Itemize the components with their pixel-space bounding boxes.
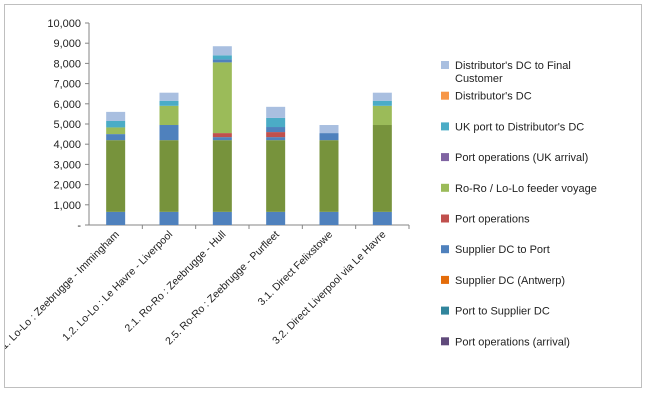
bar-segment — [266, 137, 286, 141]
legend-label: Customer — [455, 73, 503, 85]
legend-swatch — [441, 337, 449, 346]
bar-segment — [159, 211, 179, 225]
stacked-bar-chart: - 1,000 2,000 3,000 4,000 5,000 6,000 7,000 8,00… — [5, 18, 597, 358]
bar-segment — [212, 137, 232, 141]
bar-segment — [106, 111, 126, 121]
legend-swatch — [441, 153, 449, 162]
category-label: 2.1. Ro-Ro : Zeebrugge - Hull — [123, 229, 229, 335]
legend-label: Distributor's DC — [455, 91, 532, 103]
legend-swatch — [441, 214, 449, 223]
y-tick-label: 6,000 — [53, 99, 81, 111]
bar-segment — [372, 211, 392, 225]
bar-segment — [106, 140, 126, 212]
legend-label: Supplier DC (Antwerp) — [455, 275, 565, 287]
legend-swatch — [441, 306, 449, 315]
bar-segment — [212, 46, 232, 56]
legend-label: Supplier DC to Port — [455, 244, 550, 256]
bar-segment — [266, 127, 286, 133]
y-tick-label: 10,000 — [47, 18, 81, 30]
chart-frame: - 1,000 2,000 3,000 4,000 5,000 6,000 7,000 8,00… — [4, 4, 642, 388]
y-tick-label: 5,000 — [53, 119, 81, 131]
legend-label: Port operations (arrival) — [455, 336, 570, 348]
y-tick-label: 7,000 — [53, 79, 81, 91]
legend-label: Ro-Ro / Lo-Lo feeder voyage — [455, 183, 597, 195]
bar-segment — [159, 105, 179, 126]
bar-segment — [212, 62, 232, 134]
legend-swatch — [441, 61, 449, 69]
y-tick-label: - — [77, 220, 81, 232]
legend-label: Port to Supplier DC — [455, 306, 550, 318]
bar-segment — [266, 106, 286, 118]
bar-segment — [212, 140, 232, 212]
bar-segment — [212, 133, 232, 138]
legend-swatch — [441, 183, 449, 192]
bar-segment — [319, 125, 339, 134]
bar-segment — [266, 117, 286, 128]
bar-segment — [159, 125, 179, 141]
bar-segment — [106, 120, 126, 128]
bar-segment — [372, 100, 392, 106]
y-tick-label: 9,000 — [53, 38, 81, 50]
legend-swatch — [441, 91, 449, 100]
bar-segment — [159, 100, 179, 106]
bar-segment — [266, 140, 286, 212]
bar-segment — [372, 92, 392, 101]
legend-swatch — [441, 122, 449, 131]
bar-segment — [266, 211, 286, 225]
bar-segment — [106, 134, 126, 141]
bar-segment — [159, 92, 179, 101]
bar-segment — [212, 59, 232, 63]
bar-segment — [212, 55, 232, 60]
y-tick-label: 8,000 — [53, 58, 81, 70]
legend-swatch — [441, 245, 449, 254]
y-tick-label: 4,000 — [53, 139, 81, 151]
bar-segment — [212, 211, 232, 225]
bar-segment — [372, 105, 392, 126]
bar-segment — [319, 140, 339, 212]
bar-segment — [159, 140, 179, 212]
bar-segment — [319, 133, 339, 141]
bar-segment — [266, 132, 286, 138]
bar-segment — [372, 125, 392, 212]
y-tick-label: 1,000 — [53, 200, 81, 212]
bar-segment — [106, 127, 126, 135]
category-label: 3.2. Direct Liverpool via Le Havre — [270, 229, 388, 347]
legend-label: UK port to Distributor's DC — [455, 121, 584, 133]
category-label: 2.5. Ro-Ro : Zeebrugge - Purfleet — [163, 229, 282, 348]
legend-label: Port operations (UK arrival) — [455, 152, 588, 164]
y-tick-label: 3,000 — [53, 159, 81, 171]
legend-label: Distributor's DC to Final — [455, 60, 571, 72]
bar-segment — [319, 211, 339, 225]
bar-segment — [106, 211, 126, 225]
legend-swatch — [441, 275, 449, 284]
category-label: 1.2. Lo-Lo : Le Havre - Liverpool — [60, 229, 175, 344]
legend-label: Port operations — [455, 214, 530, 226]
y-tick-label: 2,000 — [53, 180, 81, 192]
